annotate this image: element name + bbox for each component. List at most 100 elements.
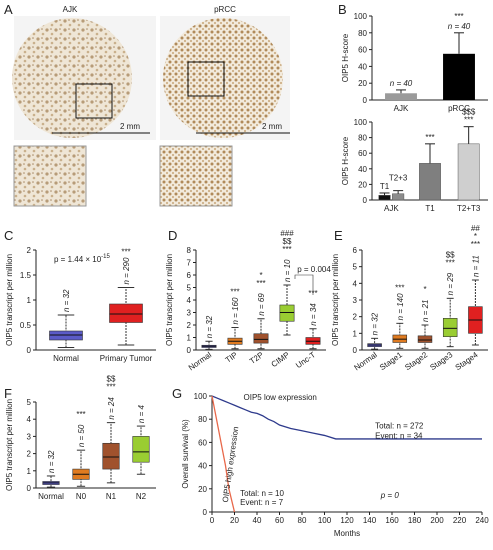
y-tick-label: 80 (358, 29, 367, 38)
panel-letter: G (172, 386, 182, 401)
bar (392, 193, 405, 201)
y-tick-label: 2 (187, 321, 192, 330)
panel-letter: C (4, 228, 13, 243)
y-tick-label: 3 (27, 432, 32, 441)
x-axis-label: Months (334, 529, 360, 538)
y-tick-label: 60 (198, 438, 207, 447)
n-label: n = 21 (421, 300, 430, 322)
x-tick-label: 20 (230, 516, 239, 525)
x-tick-label: T2+T3 (457, 204, 481, 213)
n-label: n = 40 (448, 22, 471, 31)
box (279, 304, 295, 322)
x-tick-label: 100 (318, 516, 332, 525)
y-tick-label: 0 (187, 346, 192, 355)
y-tick-label: 4 (187, 296, 192, 305)
y-axis-label: OIP5 H-score (341, 33, 350, 82)
significance-label: $$ (446, 250, 455, 259)
p-value: p = 1.44 × 10-15 (54, 254, 110, 264)
x-tick-label: 40 (253, 516, 262, 525)
y-tick-label: 1 (187, 334, 192, 343)
series-label: OIP5 low expression (244, 393, 317, 402)
series-note: Total: n = 10 (240, 489, 284, 498)
significance-label: *** (454, 12, 463, 21)
n-label: n = 24 (107, 397, 116, 420)
x-tick-label: 160 (385, 516, 399, 525)
p-value: p = 0 (380, 491, 400, 500)
y-tick-label: 1 (353, 329, 358, 338)
n-label: n = 10 (283, 259, 292, 282)
y-tick-label: 80 (358, 134, 367, 143)
x-tick-label: N2 (136, 492, 147, 501)
n-label: n = 69 (257, 293, 266, 316)
significance-label: *** (256, 279, 265, 288)
image-title: pRCC (214, 5, 236, 14)
y-tick-label: 60 (358, 46, 367, 55)
bracket-label: p = 0.004 (297, 265, 331, 274)
x-tick-label: AJK (394, 104, 409, 113)
x-tick-label: Stage1 (378, 350, 404, 372)
x-tick-label: 120 (340, 516, 354, 525)
y-tick-label: 0 (353, 346, 358, 355)
bar (443, 53, 475, 100)
x-tick-label: 80 (298, 516, 307, 525)
significance-label: $$$ (462, 108, 476, 117)
x-tick-label: 180 (408, 516, 422, 525)
significance-label: *** (446, 258, 455, 267)
significance-label: *** (395, 283, 404, 292)
significance-label: * (259, 271, 262, 280)
series-label: OIP5 high expression (221, 426, 241, 503)
n-label: n = 4 (137, 405, 146, 424)
y-tick-label: 0 (203, 508, 208, 517)
y-tick-label: 2 (27, 450, 32, 459)
y-tick-label: 0 (27, 346, 32, 355)
x-tick-label: AJK (384, 204, 399, 213)
x-tick-label: 220 (453, 516, 467, 525)
series-note: Event: n = 7 (240, 498, 283, 507)
series-label: T2+3 (389, 174, 408, 183)
significance-label: *** (76, 410, 85, 419)
y-tick-label: 4 (27, 415, 32, 424)
y-tick-label: 60 (358, 149, 367, 158)
y-tick-label: 0.5 (20, 321, 32, 330)
panel-letter: F (4, 386, 12, 401)
panel-letter: D (168, 228, 177, 243)
y-tick-label: 40 (198, 462, 207, 471)
n-label: n = 32 (62, 289, 71, 312)
x-tick-label: Primary Tumor (100, 354, 153, 363)
bar (378, 195, 391, 201)
bar (385, 93, 417, 100)
panel-letter: B (338, 2, 347, 17)
box (132, 436, 150, 463)
x-tick-label: Stage2 (403, 350, 429, 372)
significance-label: *** (425, 133, 434, 142)
y-axis-label: OIP5 transcript per million (165, 254, 174, 346)
y-tick-label: 20 (198, 485, 207, 494)
scale-label: 2 mm (120, 122, 140, 131)
x-tick-label: CIMP (270, 350, 292, 369)
survival-line (211, 395, 236, 513)
y-tick-label: 1 (27, 296, 32, 305)
y-tick-label: 3 (353, 296, 358, 305)
inset-image (13, 145, 87, 207)
box (102, 442, 120, 470)
tissue-core (12, 18, 132, 138)
scale-label: 2 mm (262, 122, 282, 131)
p-exponent: -15 (101, 254, 110, 260)
n-label: n = 140 (396, 293, 405, 320)
x-tick-label: Normal (53, 354, 79, 363)
y-tick-label: 100 (354, 118, 368, 127)
y-tick-label: 5 (187, 284, 192, 293)
n-label: n = 290 (122, 257, 131, 284)
box (442, 318, 458, 337)
y-tick-label: 0 (27, 484, 32, 493)
y-tick-label: 5 (353, 263, 358, 272)
n-label: n = 32 (205, 315, 214, 338)
x-tick-label: Stage4 (454, 350, 480, 372)
significance-label: * (423, 285, 426, 294)
y-axis-label: OIP5 H-score (341, 136, 350, 185)
bar (419, 163, 441, 201)
y-axis-label: OIP5 transcript per million (5, 254, 14, 346)
p-text: p = 1.44 × 10 (54, 255, 102, 264)
n-label: n = 40 (390, 79, 413, 88)
y-tick-label: 0 (363, 196, 368, 205)
